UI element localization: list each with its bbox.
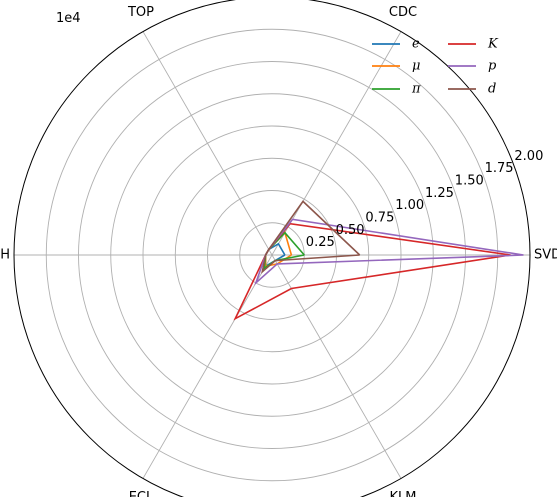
axis-label-cdc: CDC bbox=[389, 5, 417, 20]
legend-label: e bbox=[412, 37, 420, 52]
legend-label: K bbox=[487, 37, 499, 52]
radial-tick-label: 1.50 bbox=[455, 174, 484, 189]
legend-label: π bbox=[411, 82, 421, 97]
radial-tick-label: 0.75 bbox=[365, 211, 394, 226]
series-line-5 bbox=[261, 200, 361, 274]
radial-tick-label: 1.75 bbox=[485, 161, 514, 176]
spoke-klm bbox=[271, 254, 402, 479]
axis-label-klm: KLM bbox=[390, 490, 417, 497]
axis-label-arich: ARICH bbox=[0, 248, 10, 263]
outer-circle bbox=[13, 0, 531, 497]
radial-tick-labels: 0.250.500.751.001.251.501.752.00 bbox=[306, 149, 544, 250]
legend-label: d bbox=[488, 82, 496, 97]
spoke-cdc bbox=[271, 31, 402, 256]
radial-tick-label: 0.50 bbox=[336, 223, 365, 238]
legend: eμπ Kpd bbox=[372, 37, 499, 97]
legend-label: μ bbox=[412, 59, 420, 74]
radial-tick-label: 0.25 bbox=[306, 235, 335, 250]
axis-label-ecl: ECL bbox=[129, 490, 154, 497]
axis-spokes bbox=[14, 31, 530, 479]
outer-frame bbox=[13, 0, 531, 497]
axis-label-svd: SVD bbox=[534, 248, 557, 263]
axis-labels: SVD CDC TOP ARICH ECL KLM bbox=[0, 5, 557, 497]
spoke-ecl bbox=[142, 254, 273, 479]
scale-label: 1e4 bbox=[56, 11, 81, 26]
radial-tick-label: 1.25 bbox=[425, 186, 454, 201]
axis-label-top: TOP bbox=[127, 5, 154, 20]
radial-tick-label: 2.00 bbox=[514, 149, 543, 164]
radial-tick-label: 1.00 bbox=[395, 198, 424, 213]
spoke-top bbox=[142, 31, 273, 256]
legend-label: p bbox=[488, 59, 497, 74]
series-lines bbox=[233, 200, 524, 321]
